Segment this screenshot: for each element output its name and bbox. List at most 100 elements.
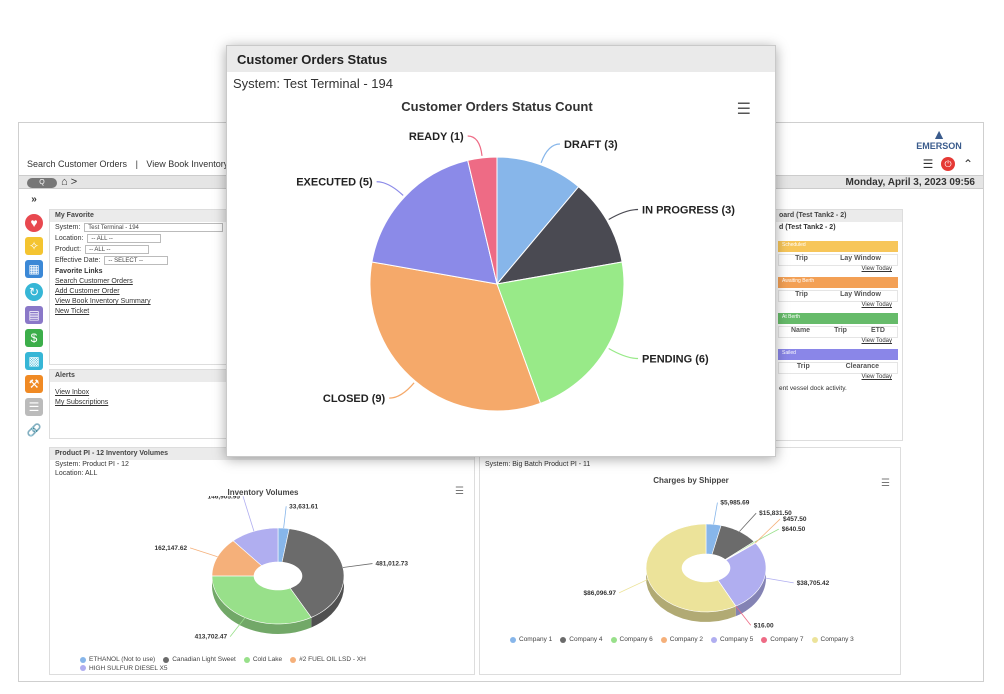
legend-label: Company 3 [820,636,854,643]
legend-item-cold-lake[interactable]: Cold Lake [243,656,282,663]
pie-slice-closed[interactable] [369,261,542,412]
ribbon-icon[interactable]: ✧ [25,237,43,255]
pie-connector [608,347,639,360]
legend-item-2-fuel-oil-lsd-xh[interactable]: #2 FUEL OIL LSD - XH [290,656,366,663]
legend-label: HIGH SULFUR DIESEL X5 [89,664,168,672]
legend-label: Company 5 [720,636,754,643]
product-select[interactable]: -- ALL -- [85,245,150,254]
pie-slice-draft[interactable] [496,156,580,286]
pie-slice-executed[interactable] [371,159,498,285]
system-row: System: Test Terminal - 194 [50,222,228,233]
pie-connector [608,208,639,221]
view-today-link[interactable]: View Today [861,338,892,344]
legend-item-company-1[interactable]: Company 1 [510,636,552,643]
legend-item-company-4[interactable]: Company 4 [560,636,603,643]
power-icon[interactable]: ⏻ [941,157,955,171]
legend-swatch [610,636,617,643]
dock-footer: ent vessel dock activity. [779,385,847,392]
charges-chart-menu-icon[interactable]: ☰ [881,478,890,489]
menu-icon[interactable]: ☰ [922,157,934,171]
link-view-inbox[interactable]: View Inbox [55,389,90,396]
legend-item-ethanol-not-to-use[interactable]: ETHANOL (Not to use) [80,656,155,663]
vessel-dock-panel: oard (Test Tank2 - 2) d (Test Tank2 - 2)… [773,209,903,441]
legend-label: ETHANOL (Not to use) [89,656,156,663]
donut-label-high-sulfur-diesel-x5: 146,905.95 [207,496,240,500]
notebook-icon[interactable]: ☰ [25,398,43,416]
view-today-link[interactable]: View Today [861,374,892,380]
donut-label-canadian-light-sweet: 481,012.73 [375,561,408,568]
pie-connector [376,181,404,196]
report-icon[interactable]: ▩ [25,352,43,370]
search-button[interactable]: Q [27,178,57,188]
legend-item-company-5[interactable]: Company 5 [711,636,753,643]
dock-panel-subtitle: d (Test Tank2 - 2) [779,224,836,231]
dock-column-header: Lay Window [840,291,881,298]
legend-swatch [80,656,86,663]
legend-item-company-3[interactable]: Company 3 [811,636,854,643]
charges-system: System: Big Batch Product PI - 11 [485,461,591,468]
calendar-icon[interactable]: ▦ [25,260,43,278]
link-search-customer-orders[interactable]: Search Customer Orders [55,278,133,285]
wrench-icon[interactable]: ⚒ [25,375,43,393]
popup-chart-menu-icon[interactable]: ☰ [736,101,751,118]
donut-connector [342,563,373,568]
system-label: System: [55,224,81,231]
popup-system-value: Test Terminal - 194 [283,76,393,91]
donut-label-company-2: $457.50 [783,516,807,523]
donut-hole [682,554,730,582]
link-new-ticket[interactable]: New Ticket [55,308,90,315]
inventory-chart-menu-icon[interactable]: ☰ [455,486,464,497]
top-icons: ☰ ⏻ ⌃ [921,157,975,171]
heart-icon[interactable]: ♥ [25,214,43,232]
product-row: Product: -- ALL -- [50,244,228,255]
documents-icon[interactable]: ▤ [25,306,43,324]
legend-item-canadian-light-sweet[interactable]: Canadian Light Sweet [163,656,236,663]
system-select[interactable]: Test Terminal - 194 [84,223,223,232]
link-my-subscriptions[interactable]: My Subscriptions [55,399,109,406]
dollar-icon[interactable]: $ [25,329,43,347]
home-icon[interactable]: ⌂ > [61,176,78,188]
nav-view-book-inventory[interactable]: View Book Inventory Su [146,159,242,169]
pie-label-pending: PENDING (6) [642,354,709,366]
current-datetime: Monday, April 3, 2023 09:56 [845,177,976,188]
effective-date-row: Effective Date: -- SELECT -- [50,255,228,266]
donut-label-2-fuel-oil-lsd-xh: 162,147.62 [155,545,188,552]
link-icon[interactable]: 🔗 [26,423,42,437]
pie-slice-pending[interactable] [496,261,625,404]
donut-connector [739,512,757,532]
location-select[interactable]: -- ALL -- [87,234,162,243]
breadcrumb-separator: > [70,176,78,188]
expand-icon[interactable]: » [31,194,37,205]
view-today-link[interactable]: View Today [861,266,892,272]
legend-label: Company 7 [770,636,804,643]
pie-slice-ready[interactable] [467,156,498,285]
legend-label: Canadian Light Sweet [172,656,236,663]
link-view-book-inventory-summary[interactable]: View Book Inventory Summary [55,298,151,305]
logo-text: EMERSON [916,141,962,151]
donut-label-ethanol-not-to-use: 33,631.61 [289,503,318,510]
donut-label-company-3: $86,096.97 [583,590,616,597]
pie-label-executed: EXECUTED (5) [296,177,373,189]
donut-connector [764,577,794,584]
charges-panel: System: Big Batch Product PI - 11 Charge… [479,447,901,675]
legend-item-company-6[interactable]: Company 6 [610,636,653,643]
effective-date-select[interactable]: -- SELECT -- [104,256,169,265]
dock-section-band: Scheduled [778,241,898,252]
customer-orders-status-popup: Customer Orders Status System: Test Term… [226,45,776,457]
donut-connector [735,605,752,626]
nav-search-customer-orders[interactable]: Search Customer Orders [27,159,128,169]
link-add-customer-order[interactable]: Add Customer Order [55,288,120,295]
dock-section-header: Name Trip ETD [778,326,898,338]
view-today-link[interactable]: View Today [861,302,892,308]
legend-item-company-2[interactable]: Company 2 [660,636,703,643]
legend-label: Company 4 [569,636,603,643]
legend-item-high-sulfur-diesel-x5[interactable]: HIGH SULFUR DIESEL X5 [80,665,168,672]
pie-slice-in-progress[interactable] [495,186,623,285]
legend-label: #2 FUEL OIL LSD - XH [299,656,366,663]
donut-label-company-4: $15,831.50 [759,510,792,517]
favorite-title: My Favorite [50,210,228,222]
collapse-icon[interactable]: ⌃ [962,157,974,171]
pie-connector [389,382,415,399]
legend-item-company-7[interactable]: Company 7 [761,636,804,643]
refresh-icon[interactable]: ↻ [25,283,43,301]
